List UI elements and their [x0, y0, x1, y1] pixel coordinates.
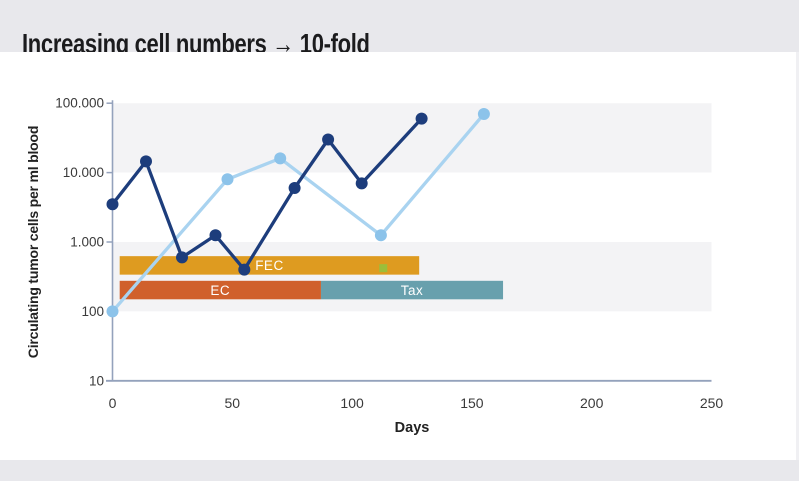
treatment-bar-label-tax: Tax — [401, 283, 424, 298]
x-tick-label: 250 — [700, 395, 724, 411]
dark-blue-series-point — [415, 112, 428, 125]
y-tick-label: 100.000 — [55, 96, 104, 111]
dark-blue-series-point — [322, 133, 335, 146]
dark-blue-series-point — [355, 177, 368, 190]
dark-blue-series-point — [176, 251, 188, 264]
grid-band — [112, 311, 712, 381]
dark-blue-series-point — [209, 229, 222, 242]
dark-blue-series-point — [238, 263, 251, 276]
event-marker-square — [379, 264, 388, 273]
y-tick-label: 1.000 — [70, 235, 104, 250]
treatment-bar-label-fec: FEC — [255, 258, 284, 273]
treatment-bar-ec — [119, 280, 321, 300]
x-tick-label: 100 — [340, 395, 364, 411]
y-tick-label: 10.000 — [63, 165, 104, 180]
treatment-bar-fec — [119, 256, 420, 275]
dark-blue-series-point — [106, 198, 119, 211]
grid-band — [112, 103, 712, 173]
x-tick-label: 150 — [460, 395, 484, 411]
x-axis-title: Days — [394, 420, 430, 436]
treatment-bar-tax — [320, 280, 504, 300]
grid-band — [112, 242, 712, 312]
y-tick-label: 100 — [81, 304, 104, 319]
x-tick-label: 200 — [580, 395, 604, 411]
y-axis-title: Circulating tumor cells per ml blood — [25, 125, 41, 359]
light-blue-series-point — [374, 229, 387, 242]
dark-blue-series-point — [140, 155, 152, 168]
light-blue-series-point — [274, 152, 287, 165]
light-blue-series-point — [221, 173, 234, 186]
x-tick-label: 50 — [225, 395, 241, 411]
light-blue-series-point — [477, 108, 490, 120]
y-tick-label: 10 — [89, 373, 104, 388]
title-bar: Increasing cell numbers → 10-fold — [0, 0, 799, 59]
footer-strip — [0, 460, 799, 481]
dark-blue-series-point — [288, 182, 301, 194]
panel-right-edge — [796, 52, 799, 460]
x-tick-label: 0 — [109, 395, 117, 411]
treatment-bar-label-ec: EC — [210, 283, 230, 298]
light-blue-series-point — [106, 305, 119, 318]
